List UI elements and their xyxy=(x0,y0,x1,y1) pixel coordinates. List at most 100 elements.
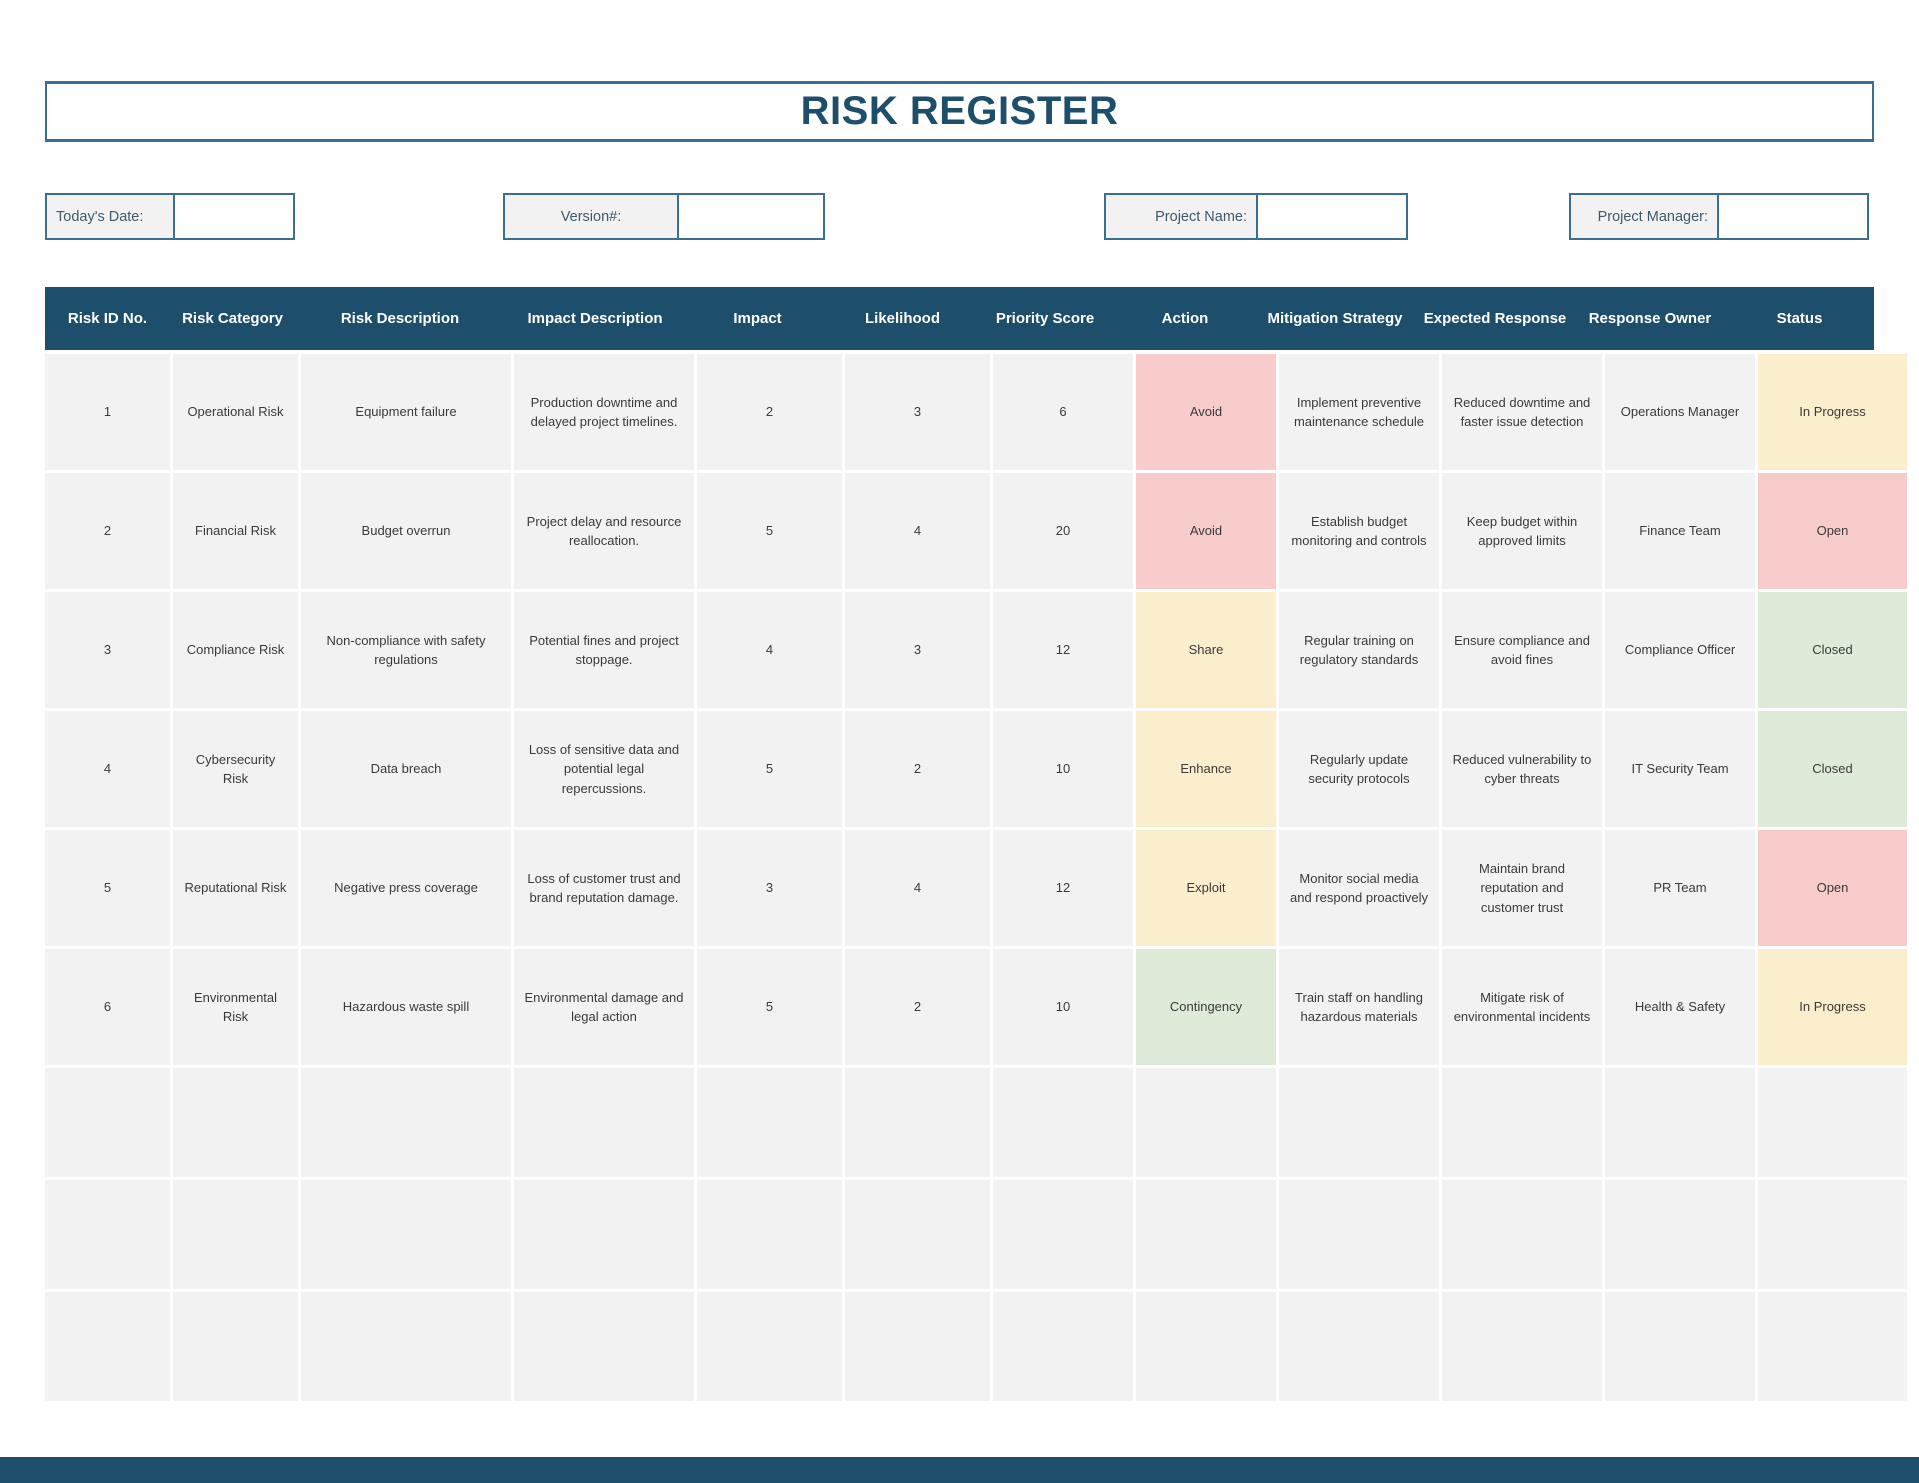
empty-cell-mitigation[interactable] xyxy=(1279,1180,1439,1289)
cell-impact_description[interactable]: Loss of customer trust and brand reputat… xyxy=(514,830,694,946)
empty-cell-owner[interactable] xyxy=(1605,1068,1755,1177)
empty-cell-mitigation[interactable] xyxy=(1279,1292,1439,1401)
cell-action[interactable]: Enhance xyxy=(1136,711,1276,827)
empty-cell-expected[interactable] xyxy=(1442,1292,1602,1401)
cell-id[interactable]: 2 xyxy=(45,473,170,589)
empty-cell-status[interactable] xyxy=(1758,1180,1907,1289)
empty-cell-expected[interactable] xyxy=(1442,1068,1602,1177)
cell-action[interactable]: Avoid xyxy=(1136,473,1276,589)
cell-description[interactable]: Equipment failure xyxy=(301,354,511,470)
cell-priority[interactable]: 10 xyxy=(993,711,1133,827)
cell-status[interactable]: Open xyxy=(1758,830,1907,946)
cell-description[interactable]: Non-compliance with safety regulations xyxy=(301,592,511,708)
empty-cell-id[interactable] xyxy=(45,1292,170,1401)
cell-status[interactable]: Closed xyxy=(1758,711,1907,827)
empty-cell-id[interactable] xyxy=(45,1180,170,1289)
cell-priority[interactable]: 10 xyxy=(993,949,1133,1065)
cell-priority[interactable]: 20 xyxy=(993,473,1133,589)
project-name-input[interactable] xyxy=(1258,195,1406,238)
empty-cell-expected[interactable] xyxy=(1442,1180,1602,1289)
empty-cell-action[interactable] xyxy=(1136,1292,1276,1401)
cell-description[interactable]: Data breach xyxy=(301,711,511,827)
cell-description[interactable]: Hazardous waste spill xyxy=(301,949,511,1065)
empty-cell-mitigation[interactable] xyxy=(1279,1068,1439,1177)
cell-status[interactable]: In Progress xyxy=(1758,949,1907,1065)
empty-cell-action[interactable] xyxy=(1136,1180,1276,1289)
cell-mitigation[interactable]: Implement preventive maintenance schedul… xyxy=(1279,354,1439,470)
empty-cell-likelihood[interactable] xyxy=(845,1068,990,1177)
cell-id[interactable]: 1 xyxy=(45,354,170,470)
cell-category[interactable]: Reputational Risk xyxy=(173,830,298,946)
cell-mitigation[interactable]: Train staff on handling hazardous materi… xyxy=(1279,949,1439,1065)
cell-description[interactable]: Negative press coverage xyxy=(301,830,511,946)
empty-cell-impact_description[interactable] xyxy=(514,1180,694,1289)
cell-category[interactable]: Operational Risk xyxy=(173,354,298,470)
cell-id[interactable]: 3 xyxy=(45,592,170,708)
cell-status[interactable]: In Progress xyxy=(1758,354,1907,470)
cell-id[interactable]: 5 xyxy=(45,830,170,946)
empty-cell-description[interactable] xyxy=(301,1292,511,1401)
empty-cell-impact[interactable] xyxy=(697,1068,842,1177)
cell-impact[interactable]: 4 xyxy=(697,592,842,708)
cell-action[interactable]: Exploit xyxy=(1136,830,1276,946)
cell-impact[interactable]: 5 xyxy=(697,473,842,589)
cell-priority[interactable]: 12 xyxy=(993,830,1133,946)
empty-cell-owner[interactable] xyxy=(1605,1180,1755,1289)
cell-impact[interactable]: 3 xyxy=(697,830,842,946)
empty-cell-id[interactable] xyxy=(45,1068,170,1177)
empty-cell-likelihood[interactable] xyxy=(845,1292,990,1401)
empty-cell-impact[interactable] xyxy=(697,1292,842,1401)
empty-cell-impact_description[interactable] xyxy=(514,1292,694,1401)
cell-expected[interactable]: Reduced vulnerability to cyber threats xyxy=(1442,711,1602,827)
cell-likelihood[interactable]: 3 xyxy=(845,354,990,470)
empty-cell-status[interactable] xyxy=(1758,1292,1907,1401)
cell-action[interactable]: Contingency xyxy=(1136,949,1276,1065)
cell-expected[interactable]: Keep budget within approved limits xyxy=(1442,473,1602,589)
empty-cell-category[interactable] xyxy=(173,1180,298,1289)
cell-owner[interactable]: Health & Safety xyxy=(1605,949,1755,1065)
cell-owner[interactable]: PR Team xyxy=(1605,830,1755,946)
empty-cell-priority[interactable] xyxy=(993,1180,1133,1289)
cell-category[interactable]: Financial Risk xyxy=(173,473,298,589)
cell-impact[interactable]: 2 xyxy=(697,354,842,470)
cell-description[interactable]: Budget overrun xyxy=(301,473,511,589)
cell-expected[interactable]: Reduced downtime and faster issue detect… xyxy=(1442,354,1602,470)
empty-cell-priority[interactable] xyxy=(993,1292,1133,1401)
project-manager-input[interactable] xyxy=(1719,195,1867,238)
cell-owner[interactable]: Operations Manager xyxy=(1605,354,1755,470)
empty-cell-category[interactable] xyxy=(173,1068,298,1177)
empty-cell-description[interactable] xyxy=(301,1068,511,1177)
empty-cell-impact_description[interactable] xyxy=(514,1068,694,1177)
cell-priority[interactable]: 12 xyxy=(993,592,1133,708)
cell-id[interactable]: 6 xyxy=(45,949,170,1065)
empty-cell-status[interactable] xyxy=(1758,1068,1907,1177)
cell-action[interactable]: Avoid xyxy=(1136,354,1276,470)
cell-category[interactable]: Cybersecurity Risk xyxy=(173,711,298,827)
empty-cell-action[interactable] xyxy=(1136,1068,1276,1177)
cell-impact_description[interactable]: Loss of sensitive data and potential leg… xyxy=(514,711,694,827)
cell-mitigation[interactable]: Establish budget monitoring and controls xyxy=(1279,473,1439,589)
cell-mitigation[interactable]: Regularly update security protocols xyxy=(1279,711,1439,827)
cell-action[interactable]: Share xyxy=(1136,592,1276,708)
cell-likelihood[interactable]: 3 xyxy=(845,592,990,708)
cell-mitigation[interactable]: Regular training on regulatory standards xyxy=(1279,592,1439,708)
empty-cell-description[interactable] xyxy=(301,1180,511,1289)
cell-likelihood[interactable]: 2 xyxy=(845,949,990,1065)
empty-cell-impact[interactable] xyxy=(697,1180,842,1289)
cell-impact_description[interactable]: Production downtime and delayed project … xyxy=(514,354,694,470)
empty-cell-likelihood[interactable] xyxy=(845,1180,990,1289)
cell-status[interactable]: Open xyxy=(1758,473,1907,589)
cell-status[interactable]: Closed xyxy=(1758,592,1907,708)
empty-cell-priority[interactable] xyxy=(993,1068,1133,1177)
cell-expected[interactable]: Mitigate risk of environmental incidents xyxy=(1442,949,1602,1065)
todays-date-input[interactable] xyxy=(175,195,293,238)
cell-impact_description[interactable]: Potential fines and project stoppage. xyxy=(514,592,694,708)
cell-likelihood[interactable]: 4 xyxy=(845,473,990,589)
cell-impact_description[interactable]: Project delay and resource reallocation. xyxy=(514,473,694,589)
cell-owner[interactable]: Compliance Officer xyxy=(1605,592,1755,708)
empty-cell-owner[interactable] xyxy=(1605,1292,1755,1401)
cell-priority[interactable]: 6 xyxy=(993,354,1133,470)
cell-mitigation[interactable]: Monitor social media and respond proacti… xyxy=(1279,830,1439,946)
cell-id[interactable]: 4 xyxy=(45,711,170,827)
empty-cell-category[interactable] xyxy=(173,1292,298,1401)
